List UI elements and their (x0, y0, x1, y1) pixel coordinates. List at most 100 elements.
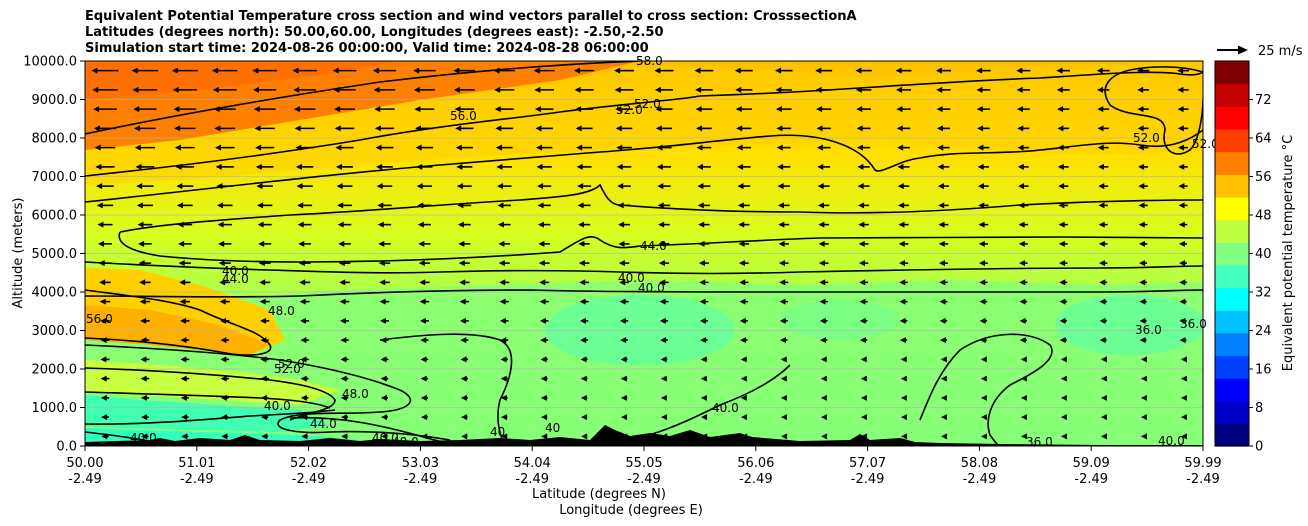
wind-vector-head (1098, 163, 1105, 170)
wind-vector-head (253, 86, 260, 93)
wind-vector-head (1140, 433, 1147, 440)
wind-vector-head (538, 260, 545, 267)
wind-vector-head (618, 240, 625, 247)
wind-vector-head (818, 221, 825, 228)
wind-vector-head (861, 414, 868, 421)
wind-vector-head (220, 317, 227, 324)
wind-vector-head (1099, 279, 1106, 286)
wind-vector-head (1180, 394, 1187, 401)
wind-vector-head (859, 298, 866, 305)
wind-vector-head (659, 317, 666, 324)
wind-vector-head (578, 221, 585, 228)
wind-vector-head (379, 279, 386, 286)
wind-vector-head (294, 125, 301, 132)
wind-vector-head (381, 414, 388, 421)
wind-vector-head (1100, 414, 1107, 421)
wind-vector-head (575, 106, 582, 113)
wind-reference-label: 25 m/s (1258, 44, 1303, 59)
wind-vector-head (220, 356, 227, 363)
wind-vector-head (939, 337, 946, 344)
wind-vector-head (219, 279, 226, 286)
wind-vector-head (535, 125, 542, 132)
colorbar-swatch (1215, 400, 1249, 424)
wind-vector-head (699, 298, 706, 305)
wind-vector-head (1098, 221, 1105, 228)
wind-vector-head (498, 240, 505, 247)
wind-vector-head (340, 375, 347, 382)
contour-label: 52.0 (278, 357, 305, 371)
wind-vector-head (617, 183, 624, 190)
wind-vector-head (938, 240, 945, 247)
wind-vector-head (500, 337, 507, 344)
colorbar-tick-label: 56 (1255, 170, 1272, 185)
x-tick-label-lat: 57.07 (849, 456, 886, 471)
contour-label: 44.0 (640, 239, 667, 253)
wind-vector-head (658, 260, 665, 267)
wind-vector-head (136, 202, 143, 209)
wind-vector-head (135, 163, 142, 170)
wind-vector-head (976, 67, 983, 74)
wind-vector-head (456, 183, 463, 190)
y-tick-label: 9000.0 (32, 93, 78, 108)
wind-vector-head (537, 183, 544, 190)
wind-vector-head (661, 433, 668, 440)
wind-vector-head (460, 337, 467, 344)
wind-vector-head (860, 375, 867, 382)
wind-vector-head (221, 433, 228, 440)
x-tick-label-lat: 59.09 (1073, 456, 1110, 471)
wind-vector-head (101, 414, 108, 421)
y-tick-label: 0.0 (56, 440, 77, 455)
wind-vector-head (898, 240, 905, 247)
wind-vector-head (815, 67, 822, 74)
wind-vector-head (1136, 67, 1143, 74)
wind-vector-head (456, 163, 463, 170)
colorbar-swatch (1215, 151, 1249, 175)
wind-vector-head (898, 260, 905, 267)
wind-vector-head (655, 125, 662, 132)
x-tick-label-lat: 53.03 (402, 456, 439, 471)
wind-vector-head (660, 394, 667, 401)
colorbar-swatch (1215, 196, 1249, 221)
wind-vector-head (573, 67, 580, 74)
wind-vector-head (379, 317, 386, 324)
wind-vector-head (221, 414, 228, 421)
wind-vector-head (500, 356, 507, 363)
wind-vector-head (899, 337, 906, 344)
wind-vector-head (1179, 260, 1186, 267)
wind-vector-head (818, 240, 825, 247)
wind-vector-head (137, 221, 144, 228)
wind-vector-head (1180, 356, 1187, 363)
wind-vector-head (1018, 240, 1025, 247)
wind-vector-head (298, 240, 305, 247)
wind-vector-head (615, 106, 622, 113)
wind-vector-head (212, 86, 219, 93)
colorbar-swatch (1215, 355, 1249, 379)
wind-vector-head (98, 240, 105, 247)
wind-vector-head (1177, 67, 1184, 74)
wind-vector-head (177, 221, 184, 228)
wind-vector-head (696, 125, 703, 132)
wind-vector-head (580, 375, 587, 382)
wind-vector-head (777, 183, 784, 190)
wind-vector-head (1096, 86, 1103, 93)
wind-vector-head (1016, 67, 1023, 74)
wind-vector-head (978, 240, 985, 247)
wind-vector-head (216, 183, 223, 190)
wind-vector-head (1098, 202, 1105, 209)
wind-vector-head (541, 414, 548, 421)
wind-vector-head (1059, 317, 1066, 324)
wind-vector-head (856, 125, 863, 132)
wind-vector-head (376, 163, 383, 170)
x-tick-label-lon: -2.49 (963, 472, 997, 487)
wind-vector-head (619, 279, 626, 286)
wind-vector-head (300, 317, 307, 324)
wind-vector-head (501, 414, 508, 421)
wind-vector-head (657, 183, 664, 190)
wind-vector-head (260, 317, 267, 324)
wind-vector-head (301, 433, 308, 440)
wind-vector-head (939, 279, 946, 286)
wind-vector-head (379, 298, 386, 305)
wind-vector-head (341, 433, 348, 440)
wind-vector-head (896, 106, 903, 113)
wind-vector-head (618, 221, 625, 228)
